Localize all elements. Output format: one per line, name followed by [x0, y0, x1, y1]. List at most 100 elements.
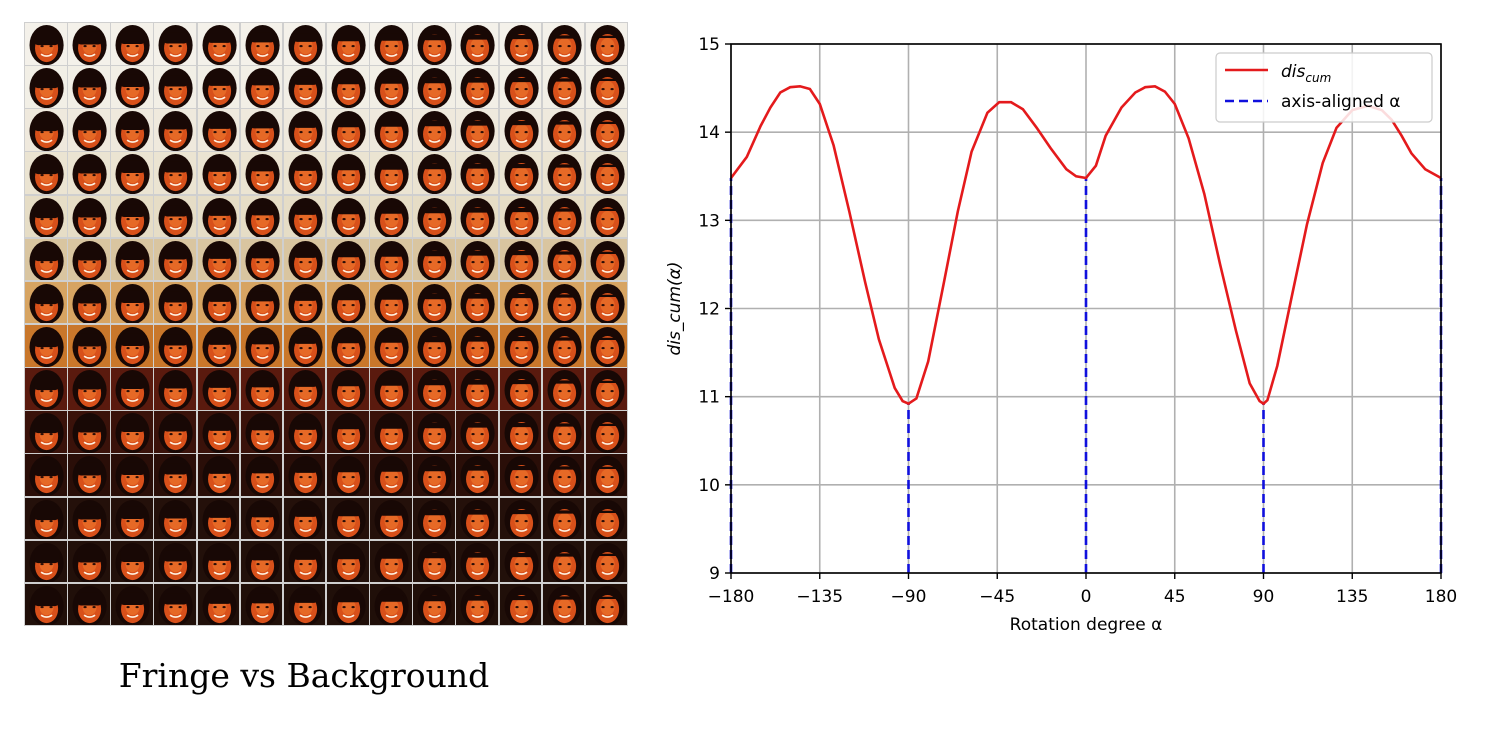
face-thumbnail — [498, 367, 543, 411]
face-thumbnail — [412, 151, 456, 196]
series-dis-cum-line — [729, 84, 1442, 406]
face-thumbnail — [153, 410, 198, 454]
face-thumbnail — [455, 280, 500, 325]
face-thumbnail — [584, 108, 629, 152]
face-thumbnail — [326, 280, 370, 325]
face-thumbnail — [110, 539, 154, 584]
face-thumbnail — [67, 65, 111, 109]
face-thumbnail — [67, 194, 111, 239]
face-thumbnail — [455, 453, 500, 498]
face-thumbnail — [326, 496, 370, 541]
face-thumbnail — [412, 324, 456, 368]
face-thumbnail — [326, 194, 370, 239]
face-thumbnail — [369, 582, 413, 627]
face-thumbnail — [153, 151, 198, 196]
face-thumbnail — [412, 582, 456, 627]
face-thumbnail — [239, 539, 284, 584]
y-tick-label: 10 — [698, 476, 720, 496]
face-thumbnail — [196, 237, 241, 282]
face-thumbnail — [326, 582, 370, 627]
face-thumbnail — [326, 22, 370, 66]
face-thumbnail — [110, 22, 154, 66]
x-tick-label: 45 — [1164, 587, 1186, 607]
face-thumbnail — [67, 410, 111, 454]
face-thumbnail — [498, 582, 543, 627]
face-thumbnail — [455, 539, 500, 584]
face-thumbnail — [282, 367, 327, 411]
face-thumbnail — [412, 453, 456, 498]
face-thumbnail — [326, 151, 370, 196]
x-tick-label: 90 — [1253, 587, 1275, 607]
face-thumbnail — [326, 324, 370, 368]
face-thumbnail — [67, 280, 111, 325]
legend-label-dis-cum: discum — [1281, 62, 1331, 85]
face-thumbnail — [67, 367, 111, 411]
face-thumbnail — [541, 108, 586, 152]
face-thumbnail — [196, 65, 241, 109]
face-thumbnail — [326, 65, 370, 109]
y-tick-label: 13 — [698, 211, 720, 231]
chart-gridlines — [730, 43, 1442, 574]
face-thumbnail — [196, 453, 241, 498]
face-thumbnail — [326, 367, 370, 411]
face-thumbnail — [498, 496, 543, 541]
face-thumbnail — [110, 108, 154, 152]
face-thumbnail — [282, 582, 327, 627]
x-axis-ticks: −180 −135 −90 −45 0 45 90 135 180 — [708, 573, 1457, 607]
face-thumbnail — [153, 22, 198, 66]
face-thumbnail — [67, 496, 111, 541]
face-thumbnail — [153, 453, 198, 498]
face-thumbnail — [541, 237, 586, 282]
face-thumbnail — [196, 194, 241, 239]
face-thumbnail — [498, 194, 543, 239]
face-thumbnail — [239, 582, 284, 627]
face-thumbnail — [24, 582, 68, 627]
face-thumbnail — [153, 108, 198, 152]
face-thumbnail — [412, 108, 456, 152]
face-thumbnail — [196, 280, 241, 325]
x-tick-label: −135 — [796, 587, 843, 607]
y-tick-label: 15 — [698, 35, 720, 55]
face-thumbnail — [584, 324, 629, 368]
x-axis-title: Rotation degree α — [1010, 615, 1163, 635]
face-thumbnail — [282, 410, 327, 454]
face-thumbnail — [196, 367, 241, 411]
face-thumbnail — [110, 496, 154, 541]
face-thumbnail — [153, 539, 198, 584]
face-thumbnail — [24, 22, 68, 66]
face-thumbnail — [196, 108, 241, 152]
face-thumbnail — [24, 453, 68, 498]
face-thumbnail — [412, 496, 456, 541]
figure-caption: Fringe vs Background — [118, 656, 490, 695]
face-thumbnail — [282, 237, 327, 282]
face-thumbnail — [239, 280, 284, 325]
face-thumbnail — [455, 367, 500, 411]
face-thumbnail — [196, 496, 241, 541]
y-tick-label: 14 — [698, 123, 720, 143]
face-thumbnail — [153, 194, 198, 239]
face-thumbnail — [196, 324, 241, 368]
face-thumbnail — [541, 280, 586, 325]
face-thumbnail — [110, 151, 154, 196]
x-tick-label: −180 — [708, 587, 755, 607]
face-thumbnail — [24, 280, 68, 325]
face-thumbnail — [455, 22, 500, 66]
face-thumbnail — [455, 496, 500, 541]
face-thumbnail — [455, 582, 500, 627]
face-thumbnail — [412, 367, 456, 411]
face-thumbnail — [282, 151, 327, 196]
face-thumbnail — [24, 237, 68, 282]
x-tick-label: −45 — [979, 587, 1015, 607]
face-thumbnail — [455, 151, 500, 196]
legend-box — [1215, 52, 1433, 123]
face-thumbnail — [326, 410, 370, 454]
face-thumbnail — [584, 22, 629, 66]
face-thumbnail — [412, 65, 456, 109]
face-thumbnail — [239, 65, 284, 109]
face-thumbnail — [369, 453, 413, 498]
face-thumbnail — [110, 280, 154, 325]
face-thumbnail — [196, 151, 241, 196]
face-thumbnail — [412, 539, 456, 584]
face-thumbnail — [110, 324, 154, 368]
